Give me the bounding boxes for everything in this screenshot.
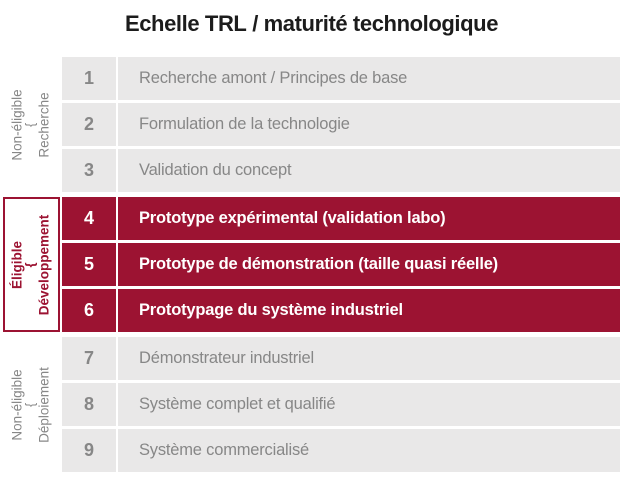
title-suffix: / maturité technologique xyxy=(246,11,499,36)
trl-row-9: 9 Système commercialisé xyxy=(62,429,620,472)
trl-level-number: 3 xyxy=(62,149,118,192)
section-recherche-rows: 1 Recherche amont / Principes de base 2 … xyxy=(62,57,620,192)
section-deploiement-rows: 7 Démonstrateur industriel 8 Système com… xyxy=(62,337,620,472)
section-developpement-rotated-label: Éligible { Développement xyxy=(10,214,52,315)
trl-level-number: 9 xyxy=(62,429,118,472)
trl-row-8: 8 Système complet et qualifié xyxy=(62,383,620,426)
section-deploiement: Non-éligible { Déploiement 7 Démonstrate… xyxy=(0,337,620,472)
trl-row-1: 1 Recherche amont / Principes de base xyxy=(62,57,620,100)
section-developpement-rows: 4 Prototype expérimental (validation lab… xyxy=(62,197,620,332)
trl-row-7: 7 Démonstrateur industriel xyxy=(62,337,620,380)
trl-row-label: Système commercialisé xyxy=(139,441,310,459)
phase-label: Déploiement xyxy=(36,366,52,443)
trl-level-number: 8 xyxy=(62,383,118,426)
phase-label: Développement xyxy=(36,214,52,315)
section-recherche-label-cell: Non-éligible { Recherche xyxy=(0,57,62,192)
trl-level-number: 1 xyxy=(62,57,118,100)
trl-table: Non-éligible { Recherche 1 Recherche amo… xyxy=(0,57,620,472)
brace-glyph: { xyxy=(22,122,38,127)
page-title: Echelle TRL / maturité technologique xyxy=(0,0,623,37)
trl-level-number: 2 xyxy=(62,103,118,146)
eligible-outline-box xyxy=(3,197,60,332)
section-deploiement-label-cell: Non-éligible { Déploiement xyxy=(0,337,62,472)
trl-row-label: Formulation de la technologie xyxy=(139,115,350,133)
title-acronym: TRL xyxy=(204,11,247,36)
trl-row-label: Prototype expérimental (validation labo) xyxy=(139,209,446,227)
trl-level-number: 4 xyxy=(62,197,118,240)
trl-row-label: Prototypage du système industriel xyxy=(139,301,403,319)
section-recherche-rotated-label: Non-éligible { Recherche xyxy=(10,89,52,160)
trl-row-3: 3 Validation du concept xyxy=(62,149,620,192)
trl-row-2: 2 Formulation de la technologie xyxy=(62,103,620,146)
phase-label: Recherche xyxy=(36,91,52,158)
section-developpement-label-cell: Éligible { Développement xyxy=(0,197,62,332)
section-developpement: Éligible { Développement 4 Prototype exp… xyxy=(0,197,620,332)
trl-row-label: Système complet et qualifié xyxy=(139,395,336,413)
section-deploiement-rotated-label: Non-éligible { Déploiement xyxy=(10,366,52,443)
brace-glyph: { xyxy=(22,261,38,268)
trl-level-number: 7 xyxy=(62,337,118,380)
trl-level-number: 6 xyxy=(62,289,118,332)
trl-row-5: 5 Prototype de démonstration (taille qua… xyxy=(62,243,620,286)
trl-row-label: Démonstrateur industriel xyxy=(139,349,314,367)
trl-row-label: Prototype de démonstration (taille quasi… xyxy=(139,255,498,273)
section-recherche: Non-éligible { Recherche 1 Recherche amo… xyxy=(0,57,620,192)
trl-row-label: Recherche amont / Principes de base xyxy=(139,69,408,87)
trl-level-number: 5 xyxy=(62,243,118,286)
trl-row-4: 4 Prototype expérimental (validation lab… xyxy=(62,197,620,240)
trl-row-label: Validation du concept xyxy=(139,161,292,179)
trl-row-6: 6 Prototypage du système industriel xyxy=(62,289,620,332)
brace-glyph: { xyxy=(22,402,38,407)
title-prefix: Echelle xyxy=(124,11,205,36)
